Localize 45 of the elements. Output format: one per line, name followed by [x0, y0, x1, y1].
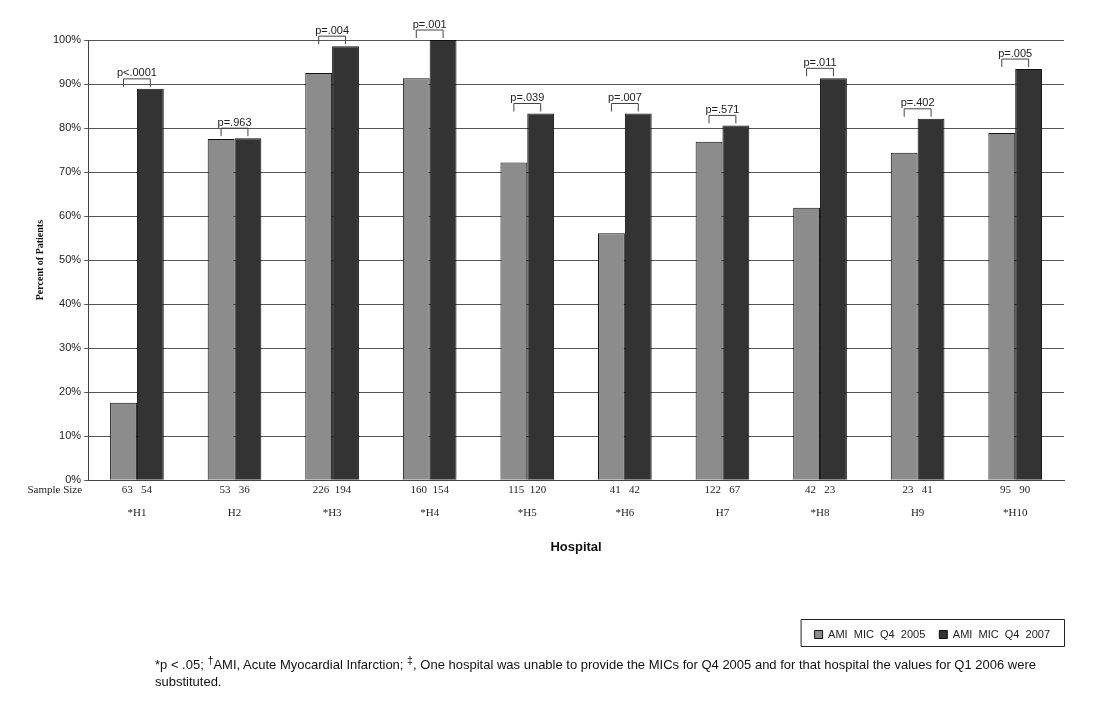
y-tick-label: 90%: [59, 77, 82, 90]
y-tick-label: 10%: [59, 429, 82, 442]
annotation: 115 120: [508, 482, 547, 495]
legend-label: AMI MIC Q4 2007: [952, 627, 1050, 640]
annotation: 42 23: [804, 482, 836, 495]
annotation: 63 54: [121, 482, 153, 495]
x-tick-label: *H1: [127, 505, 147, 518]
y-tick-label: 100%: [52, 33, 82, 46]
y-tick-label: 50%: [59, 253, 82, 266]
x-tick-label: *H10: [1002, 505, 1028, 518]
x-tick-label: *H8: [810, 505, 830, 518]
annotation: p=.007: [607, 91, 642, 104]
x-tick-label: *H3: [322, 505, 343, 518]
annotation: p=.005: [998, 46, 1033, 59]
y-tick-label: 40%: [59, 297, 82, 310]
x-tick-label: *H5: [517, 505, 538, 518]
x-axis-title: Hospital: [550, 538, 602, 554]
annotation: 226 194: [312, 482, 352, 495]
y-axis-title: Percent of Patients: [33, 219, 45, 301]
text: p=.001: [412, 17, 447, 30]
annotation: p=.039: [510, 91, 545, 104]
y-tick-label: 70%: [59, 165, 82, 178]
y-tick-label: 60%: [59, 209, 82, 222]
x-tick-label: *H4: [420, 505, 440, 518]
annotation: p=.011: [803, 55, 837, 68]
legend-label: AMI MIC Q4 2005: [828, 627, 926, 640]
annotation: 41 42: [609, 482, 640, 495]
x-tick-label: H7: [715, 505, 730, 518]
y-tick-label: 20%: [59, 385, 82, 398]
annotation: p=.571: [705, 102, 740, 115]
annotation: p<.0001: [116, 66, 157, 79]
y-tick-label: 30%: [59, 341, 82, 354]
y-tick-label: 80%: [59, 121, 82, 134]
text: p=.004: [315, 23, 350, 36]
annotation: 160 154: [410, 482, 450, 495]
x-tick-label: *H6: [615, 505, 635, 518]
annotation: 122 67: [704, 482, 741, 495]
annotation: p=.402: [900, 96, 935, 109]
annotation: p=.963: [217, 115, 252, 128]
annotation: 95 90: [1000, 482, 1031, 495]
x-tick-label: H2: [227, 505, 242, 518]
text: *p < .05; $^{†}$AMI, Acute Myocardial Infarction; $^{‡}$, One hospital was unable to provide the MICs for Q4 2005 and for that hospital the values for Q1 2006 were substituted.: [155, 654, 1037, 690]
annotation: 23 41: [902, 482, 933, 495]
annotation: 53 36: [219, 482, 251, 495]
x-tick-label: H9: [910, 505, 925, 518]
